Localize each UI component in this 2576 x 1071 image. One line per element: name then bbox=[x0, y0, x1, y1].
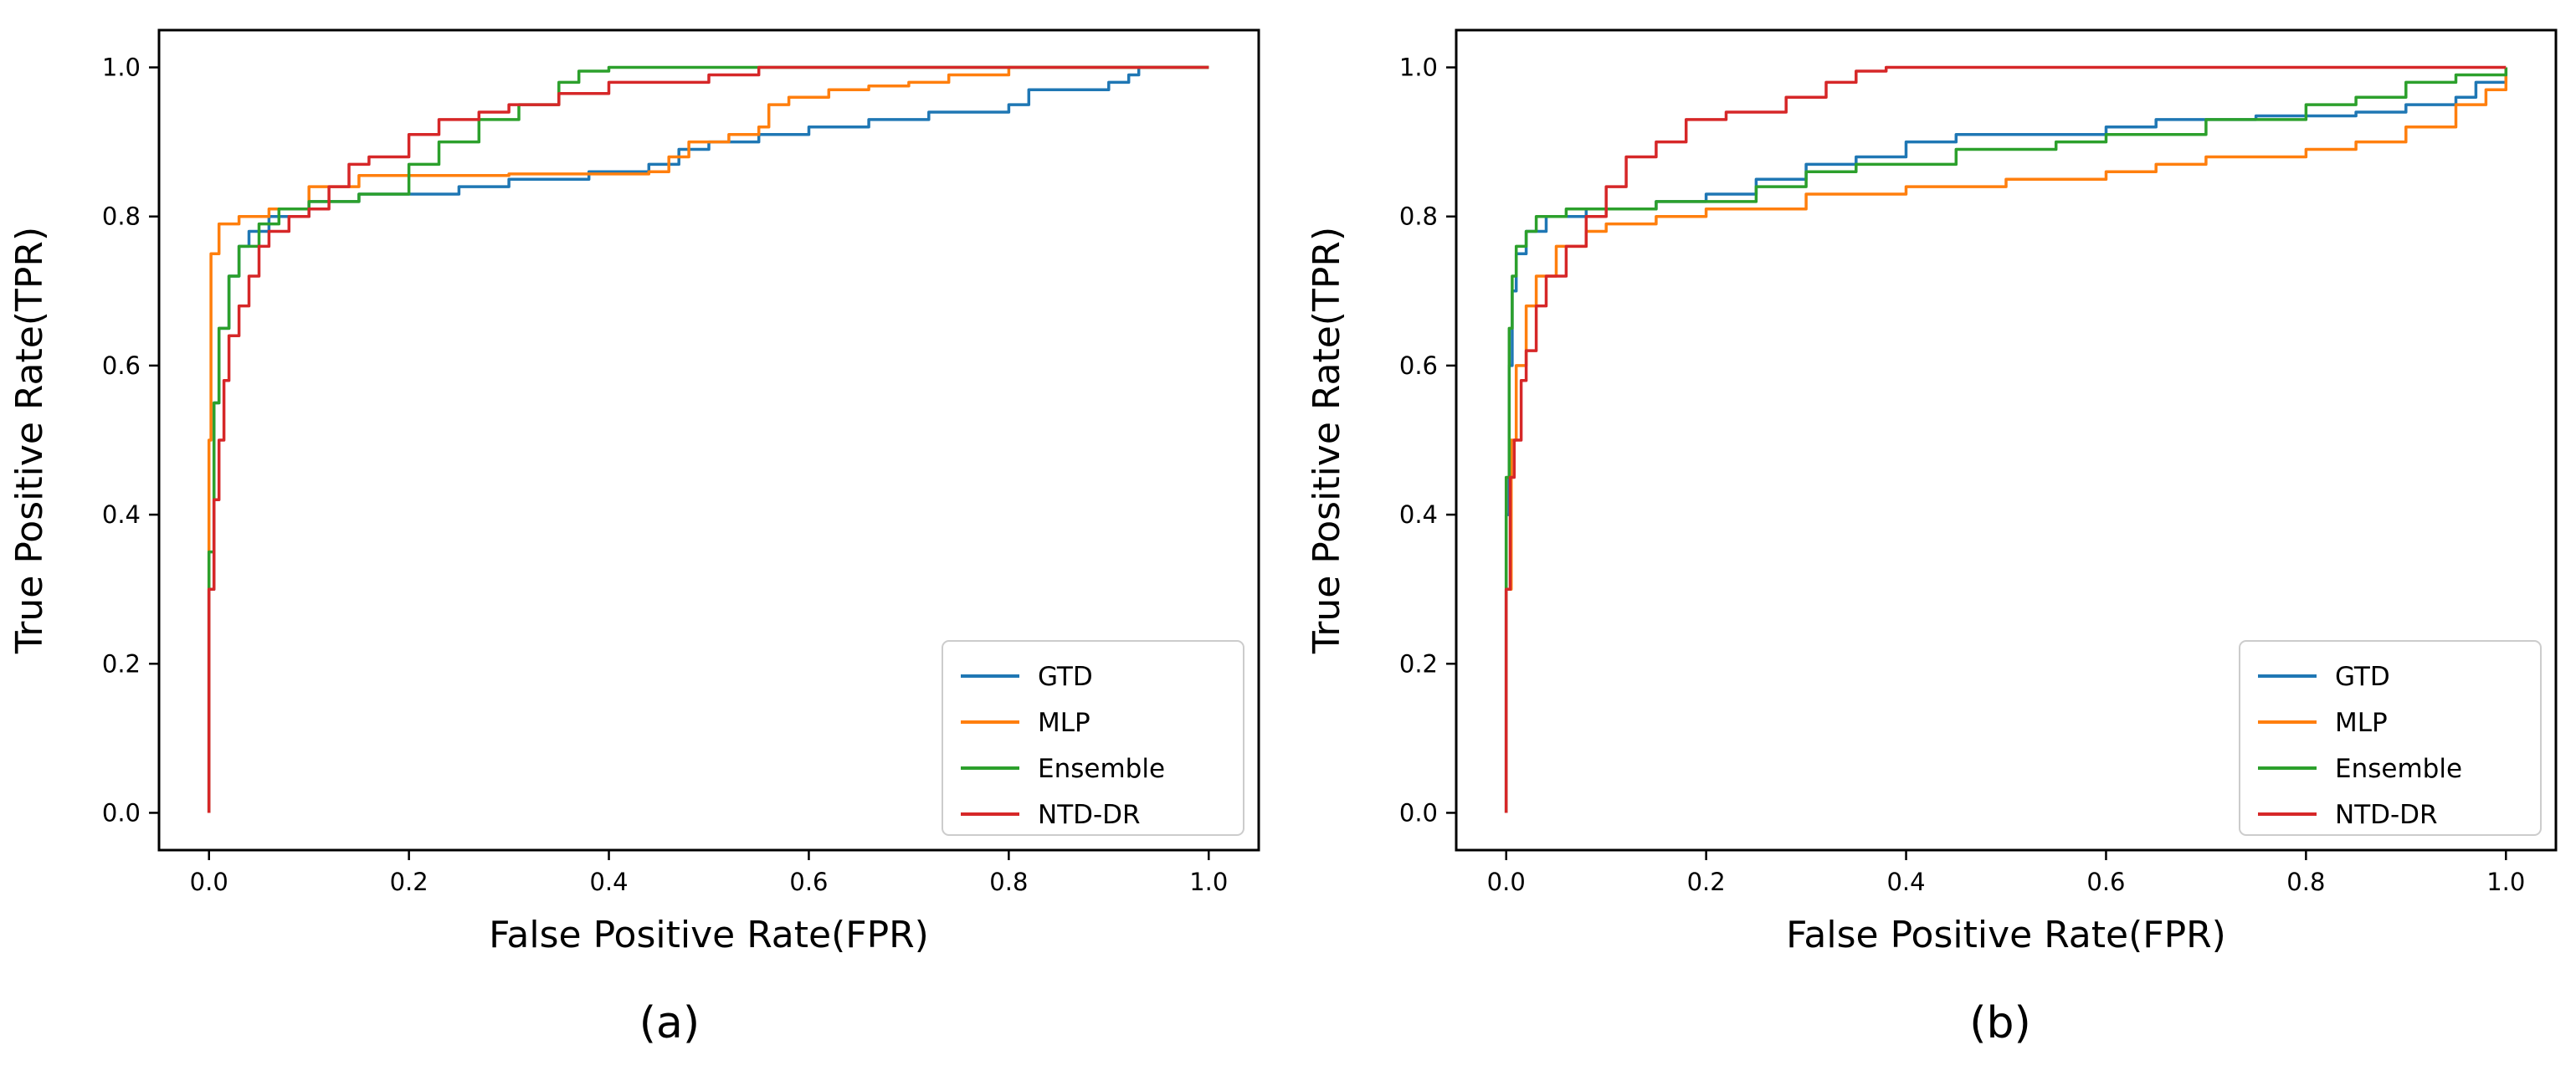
series-line-mlp bbox=[1504, 67, 2508, 813]
x-tick-label: 0.6 bbox=[789, 868, 828, 896]
legend-label-mlp: MLP bbox=[1038, 708, 1090, 738]
x-axis-title: False Positive Rate(FPR) bbox=[1786, 914, 2226, 956]
y-tick-label: 0.0 bbox=[1399, 798, 1438, 827]
legend-label-ntd-dr: NTD-DR bbox=[1038, 800, 1141, 830]
legend-label-ntd-dr: NTD-DR bbox=[2335, 800, 2438, 830]
series-line-ntd-dr bbox=[1504, 65, 2507, 813]
chart-panel-2: 0.0 0.2 0.4 0.6 0.8 1.0 0.0 0.2 0.4 0.6 0.8 1.0 Fals… bbox=[1306, 28, 2558, 1048]
y-tick-label: 0.2 bbox=[102, 649, 141, 678]
series-line-ensemble bbox=[207, 65, 1209, 813]
y-axis-title: True Positive Rate(TPR) bbox=[8, 227, 51, 654]
y-tick-label: 0.2 bbox=[1399, 649, 1438, 678]
x-axis-title: False Positive Rate(FPR) bbox=[489, 914, 929, 956]
x-tick-label: 0.0 bbox=[1487, 868, 1526, 896]
y-tick-label: 0.0 bbox=[102, 798, 141, 827]
x-tick-label: 1.0 bbox=[1189, 868, 1228, 896]
panel-label: (a) bbox=[639, 998, 700, 1048]
series-line-ntd-dr bbox=[207, 65, 1209, 813]
legend-box bbox=[2239, 640, 2542, 836]
y-tick-label: 0.6 bbox=[1399, 351, 1438, 380]
x-tick-label: 0.8 bbox=[2286, 868, 2325, 896]
x-tick-label: 0.4 bbox=[1886, 868, 1925, 896]
y-tick-label: 0.4 bbox=[1399, 500, 1438, 529]
legend-box bbox=[942, 640, 1244, 836]
x-tick-label: 0.6 bbox=[2086, 868, 2125, 896]
legend-label-gtd: GTD bbox=[1038, 662, 1093, 692]
y-tick-label: 0.8 bbox=[102, 202, 141, 231]
panel-label: (b) bbox=[1969, 998, 2031, 1048]
legend-label-ensemble: Ensemble bbox=[1038, 754, 1165, 784]
x-tick-label: 0.0 bbox=[190, 868, 228, 896]
x-tick-label: 1.0 bbox=[2486, 868, 2525, 896]
y-tick-label: 0.6 bbox=[102, 351, 141, 380]
chart-panel-1: 0.0 0.2 0.4 0.6 0.8 1.0 0.0 0.2 0.4 0.6 0.8 1.0 Fals… bbox=[8, 28, 1260, 1048]
legend-label-ensemble: Ensemble bbox=[2335, 754, 2462, 784]
y-tick-label: 0.8 bbox=[1399, 202, 1438, 231]
series-line-mlp bbox=[207, 65, 1209, 813]
x-tick-label: 0.4 bbox=[589, 868, 628, 896]
y-axis-title: True Positive Rate(TPR) bbox=[1306, 227, 1348, 654]
series-line-ensemble bbox=[1504, 67, 2508, 813]
x-tick-label: 0.2 bbox=[1687, 868, 1726, 896]
y-tick-label: 1.0 bbox=[102, 54, 141, 82]
legend-label-mlp: MLP bbox=[2335, 708, 2388, 738]
x-tick-label: 0.8 bbox=[989, 868, 1028, 896]
y-tick-label: 1.0 bbox=[1399, 54, 1438, 82]
x-tick-label: 0.2 bbox=[390, 868, 428, 896]
legend-label-gtd: GTD bbox=[2335, 662, 2390, 692]
y-tick-label: 0.4 bbox=[102, 500, 141, 529]
